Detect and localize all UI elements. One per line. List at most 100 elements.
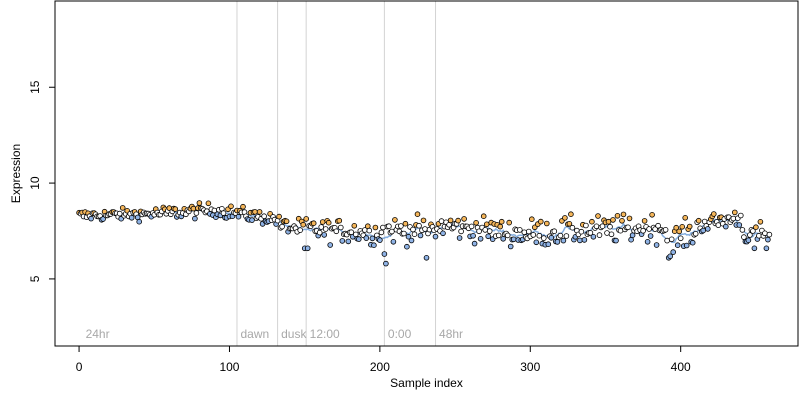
data-point — [737, 212, 744, 219]
data-point — [692, 231, 699, 237]
data-point — [563, 233, 570, 239]
time-annotation: 0:00 — [388, 327, 412, 341]
data-point — [276, 213, 282, 220]
data-point — [590, 234, 597, 240]
data-point — [483, 221, 490, 228]
data-point — [569, 224, 576, 231]
x-tick-label: 200 — [370, 360, 390, 374]
data-point — [366, 227, 373, 234]
data-point — [747, 232, 753, 238]
data-point — [351, 223, 358, 229]
data-point — [560, 237, 567, 244]
data-point — [649, 212, 655, 218]
data-point — [369, 235, 376, 242]
data-point — [617, 227, 624, 234]
data-point — [577, 237, 583, 244]
data-point — [310, 220, 317, 227]
data-point — [336, 217, 343, 224]
y-axis: 5 10 15 — [28, 80, 55, 282]
data-point — [686, 223, 693, 230]
data-point — [745, 237, 752, 244]
data-point — [383, 260, 389, 267]
data-point — [644, 239, 651, 245]
data-point — [192, 215, 198, 222]
data-point — [695, 217, 702, 224]
data-point — [318, 224, 325, 230]
data-point — [604, 230, 610, 236]
data-point — [235, 213, 242, 220]
data-point — [410, 226, 416, 233]
data-point — [504, 232, 511, 239]
data-point — [119, 205, 126, 211]
y-axis-title: Expression — [9, 144, 23, 203]
data-point — [566, 221, 573, 227]
data-point — [345, 238, 352, 245]
data-point — [619, 218, 625, 224]
time-annotation: dawn — [240, 327, 269, 341]
data-point — [673, 224, 679, 231]
data-point — [525, 228, 532, 235]
y-tick-label: 5 — [28, 275, 42, 282]
data-point — [704, 226, 711, 232]
data-point — [528, 216, 535, 223]
data-point — [543, 220, 550, 227]
data-point — [381, 251, 388, 257]
y-tick-label: 15 — [28, 80, 42, 94]
data-point — [700, 227, 706, 234]
data-point — [473, 220, 479, 226]
data-point — [432, 233, 439, 240]
data-point — [626, 215, 633, 222]
data-point — [389, 228, 395, 235]
data-point — [593, 223, 600, 230]
data-point — [249, 217, 255, 223]
x-tick-label: 0 — [76, 360, 83, 374]
data-point — [610, 217, 616, 223]
data-point — [88, 215, 94, 222]
data-point — [548, 235, 555, 241]
data-point — [578, 228, 585, 235]
data-point — [608, 231, 615, 238]
data-point — [625, 224, 631, 231]
data-point — [440, 230, 446, 237]
data-point — [613, 237, 619, 244]
data-point — [416, 222, 422, 229]
data-point — [583, 222, 589, 229]
data-point — [683, 242, 690, 249]
data-point — [751, 245, 758, 252]
data-point — [641, 218, 648, 224]
x-axis: 0 100 200 300 400 — [76, 346, 691, 374]
data-point — [337, 224, 344, 231]
data-point — [193, 210, 200, 216]
data-point — [372, 224, 379, 231]
data-point — [422, 226, 428, 232]
data-point — [485, 233, 492, 240]
data-point — [456, 235, 463, 241]
data-point — [731, 209, 738, 216]
data-point — [730, 215, 737, 222]
data-point — [521, 229, 528, 236]
data-point — [486, 228, 493, 234]
time-annotation: dusk — [281, 327, 307, 341]
data-point — [646, 226, 652, 232]
data-point — [739, 227, 746, 233]
data-point — [620, 211, 627, 218]
data-point — [333, 228, 340, 235]
data-point — [667, 253, 673, 260]
x-tick-label: 300 — [520, 360, 540, 374]
data-point — [614, 213, 621, 219]
data-point — [647, 233, 654, 239]
data-points — [76, 200, 773, 267]
data-point — [607, 223, 613, 230]
data-point — [595, 213, 601, 219]
data-point — [498, 218, 505, 225]
data-point — [596, 232, 603, 238]
time-annotation: 12:00 — [310, 327, 340, 341]
data-point — [205, 200, 212, 207]
data-point — [540, 235, 547, 241]
data-point — [411, 231, 418, 238]
data-point — [533, 239, 540, 246]
data-point — [470, 233, 476, 239]
data-point — [386, 223, 392, 230]
data-point — [325, 219, 332, 226]
